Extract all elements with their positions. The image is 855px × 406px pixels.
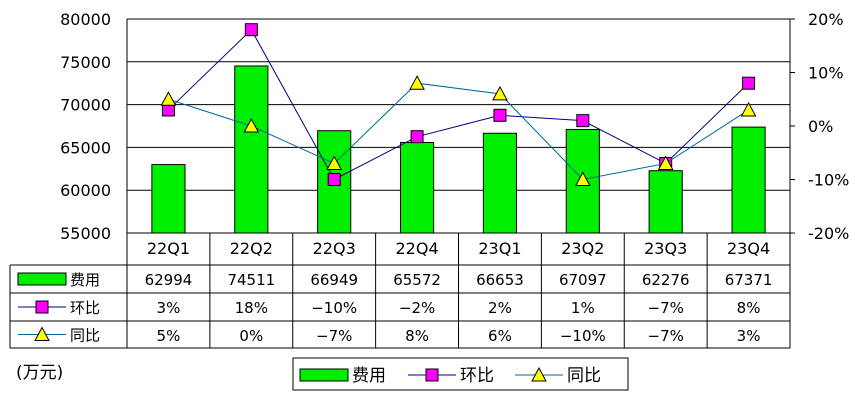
legend-key-marker xyxy=(425,368,439,382)
y-left-tick-label: 60000 xyxy=(60,181,111,200)
tongbi-point-22Q1 xyxy=(160,91,177,106)
tongbi-point-22Q4 xyxy=(409,75,425,90)
category-label: 22Q3 xyxy=(313,239,356,258)
data-label: −10% xyxy=(311,299,357,317)
gridlines xyxy=(127,18,790,191)
data-label: −7% xyxy=(316,327,352,345)
bar-22Q4 xyxy=(399,142,435,234)
bar-23Q3 xyxy=(648,170,683,234)
y-left-tick-label: 75000 xyxy=(60,53,111,72)
huanbi-point-22Q4 xyxy=(410,130,424,144)
line-series xyxy=(160,23,757,186)
huanbi-point-22Q3 xyxy=(327,173,341,186)
data-label: 1% xyxy=(571,299,595,317)
data-label: −2% xyxy=(399,299,435,317)
huanbi-point-23Q4 xyxy=(742,76,756,90)
legend: 费用 环比 同比 xyxy=(292,357,629,391)
data-label: −10% xyxy=(560,327,606,345)
data-label: 67097 xyxy=(559,271,607,289)
axes: 55000 60000 65000 70000 75000 80000 -20% -10% 0%… xyxy=(60,10,849,243)
data-label: 66949 xyxy=(310,271,358,289)
data-label: 5% xyxy=(157,327,181,345)
tongbi-point-23Q2 xyxy=(574,171,591,186)
data-label: 3% xyxy=(737,327,761,345)
legend-key-bar xyxy=(17,272,67,286)
y-right-tick-label: -10% xyxy=(808,171,849,190)
legend-key-marker xyxy=(35,300,49,314)
data-label: 67371 xyxy=(725,271,773,289)
data-label: 2% xyxy=(488,299,512,317)
huanbi-point-23Q2 xyxy=(576,114,590,128)
data-label: 3% xyxy=(157,299,181,317)
tongbi-point-22Q2 xyxy=(243,117,260,133)
legend-key-marker xyxy=(531,366,547,382)
huanbi-line xyxy=(168,28,749,181)
data-label: 62994 xyxy=(145,271,193,289)
category-label: 23Q3 xyxy=(644,239,687,258)
bar-23Q4 xyxy=(731,126,766,234)
data-label: 8% xyxy=(405,327,429,345)
data-label: 8% xyxy=(737,299,761,317)
huanbi-point-23Q1 xyxy=(493,108,507,122)
data-label: −7% xyxy=(648,327,684,345)
data-label: 6% xyxy=(488,327,512,345)
legend-label: 同比 xyxy=(567,366,601,386)
tongbi-point-23Q1 xyxy=(492,85,508,101)
bar-series xyxy=(151,65,766,234)
tongbi-point-23Q3 xyxy=(657,155,674,170)
y-left-tick-label: 70000 xyxy=(60,96,111,115)
category-label: 23Q2 xyxy=(561,239,604,258)
data-label: −7% xyxy=(648,299,684,317)
y-right-tick-label: 0% xyxy=(808,117,833,136)
y-right-tick-label: -20% xyxy=(808,224,849,243)
y-left-tick-label: 65000 xyxy=(60,138,111,157)
y-left-tick-label: 55000 xyxy=(60,224,111,243)
data-table: 22Q1 22Q2 22Q3 22Q4 23Q1 23Q2 23Q3 23Q4 62994 745… xyxy=(9,232,791,349)
legend-label: 环比 xyxy=(460,366,494,386)
data-label: 0% xyxy=(239,327,263,345)
legend-key-bar xyxy=(299,368,349,382)
tongbi-line xyxy=(168,82,749,181)
data-label: 18% xyxy=(235,299,268,317)
category-label: 22Q4 xyxy=(395,239,438,258)
data-label: 62276 xyxy=(642,271,690,289)
category-label: 23Q1 xyxy=(478,239,521,258)
tongbi-point-23Q4 xyxy=(740,101,757,117)
row-header-label: 环比 xyxy=(70,299,100,317)
huanbi-point-22Q2 xyxy=(244,23,258,37)
category-label: 22Q2 xyxy=(230,239,273,258)
data-label: 66653 xyxy=(476,271,524,289)
legend-key-marker xyxy=(34,326,50,341)
y-right-tick-label: 10% xyxy=(808,64,844,83)
y-left-tick-label: 80000 xyxy=(60,10,111,29)
bar-23Q1 xyxy=(482,132,518,234)
data-label: 74511 xyxy=(227,271,275,289)
bar-22Q1 xyxy=(151,164,186,234)
bar-22Q2 xyxy=(234,65,269,234)
legend-label: 费用 xyxy=(352,366,386,386)
tongbi-point-22Q3 xyxy=(326,155,343,170)
unit-label: (万元) xyxy=(16,363,63,383)
category-label: 22Q1 xyxy=(147,239,190,258)
y-right-tick-label: 20% xyxy=(808,10,844,29)
category-label: 23Q4 xyxy=(727,239,770,258)
legend-box xyxy=(292,357,629,391)
row-header-label: 费用 xyxy=(70,271,100,289)
data-label: 65572 xyxy=(393,271,441,289)
row-header-label: 同比 xyxy=(70,327,100,345)
